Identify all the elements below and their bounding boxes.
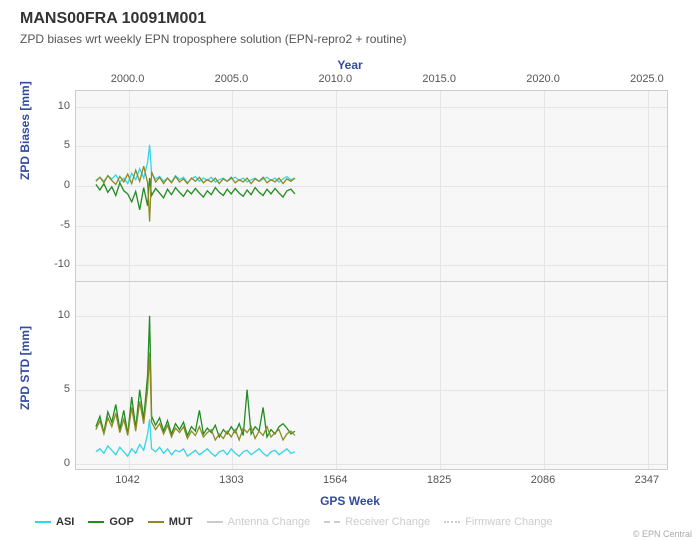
bottom-tick-label: 1042 [115,474,139,486]
y2-tick-label: 0 [30,457,70,469]
top-tick-label: 2000.0 [111,73,145,85]
legend-swatch [444,521,460,523]
y2-axis-title: ZPD STD [mm] [18,326,32,410]
legend-swatch [148,521,164,523]
legend-item[interactable]: MUT [148,516,193,528]
legend-swatch [35,521,51,523]
y2-tick-label: 5 [30,383,70,395]
legend-item[interactable]: Receiver Change [324,516,430,528]
y1-tick-label: -10 [30,258,70,270]
legend-label: ASI [56,516,74,528]
legend-swatch [324,521,340,523]
legend-label: MUT [169,516,193,528]
top-tick-label: 2005.0 [215,73,249,85]
bottom-tick-label: 1564 [323,474,347,486]
top-tick-label: 2025.0 [630,73,664,85]
legend-label: GOP [109,516,133,528]
bottom-axis-title: GPS Week [320,494,380,508]
bottom-tick-label: 2347 [635,474,659,486]
y1-axis-title: ZPD Biases [mm] [18,81,32,180]
credit: © EPN Central [633,529,692,539]
y1-tick-label: 0 [30,179,70,191]
chart-subtitle: ZPD biases wrt weekly EPN troposphere so… [20,32,407,46]
chart-container: MANS00FRA 10091M001 ZPD biases wrt weekl… [0,0,700,540]
top-tick-label: 2015.0 [422,73,456,85]
bottom-tick-label: 1303 [219,474,243,486]
legend-swatch [88,521,104,523]
bottom-tick-label: 2086 [531,474,555,486]
top-tick-label: 2010.0 [318,73,352,85]
y1-tick-label: 10 [30,100,70,112]
series-std-gop [96,316,295,437]
series-svg [76,91,667,469]
legend-label: Firmware Change [465,516,552,528]
legend: ASI GOP MUT Antenna Change Receiver Change Fi… [35,516,690,528]
y1-tick-label: -5 [30,219,70,231]
chart-title: MANS00FRA 10091M001 [20,10,206,28]
legend-swatch [207,521,223,523]
legend-item[interactable]: ASI [35,516,74,528]
series-bias-gop [96,178,295,210]
bottom-tick-label: 1825 [427,474,451,486]
y2-tick-label: 10 [30,309,70,321]
legend-item[interactable]: Antenna Change [207,516,311,528]
legend-item[interactable]: Firmware Change [444,516,552,528]
legend-item[interactable]: GOP [88,516,133,528]
legend-label: Receiver Change [345,516,430,528]
top-tick-label: 2020.0 [526,73,560,85]
series-bias-mut [96,166,295,221]
top-axis-title: Year [337,58,362,72]
y1-tick-label: 5 [30,139,70,151]
plot-area [75,90,668,470]
legend-label: Antenna Change [228,516,311,528]
